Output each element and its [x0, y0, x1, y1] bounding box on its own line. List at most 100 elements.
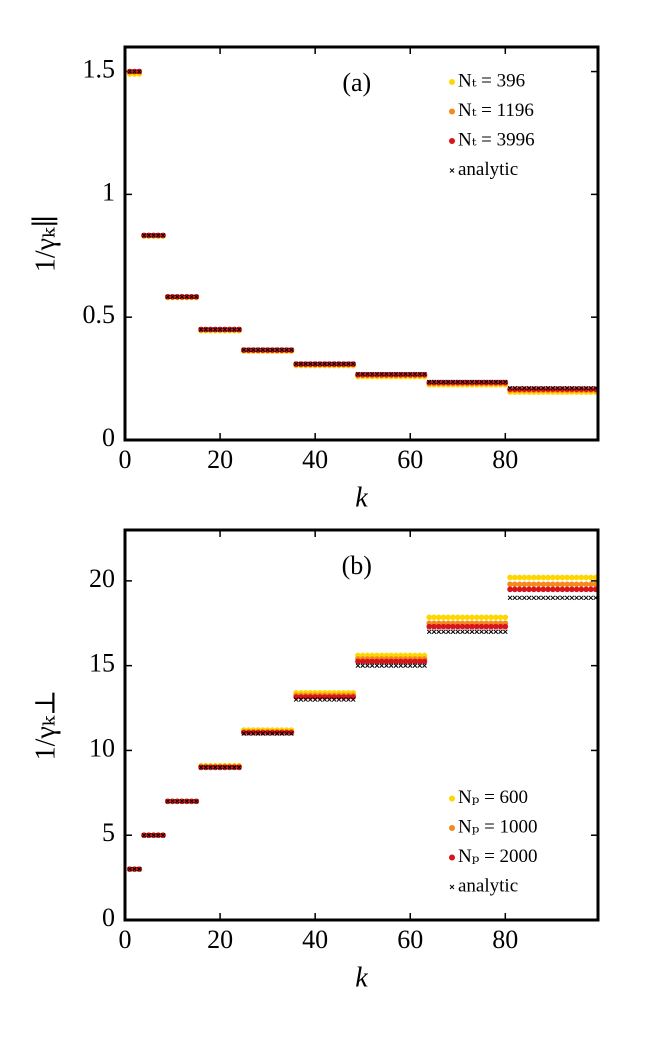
marker — [312, 361, 318, 367]
marker — [526, 385, 532, 391]
marker — [555, 595, 560, 601]
marker — [293, 361, 299, 367]
marker — [488, 623, 494, 630]
marker — [346, 697, 351, 702]
marker — [569, 586, 575, 593]
marker — [141, 233, 147, 238]
marker — [289, 731, 294, 736]
marker — [545, 595, 551, 601]
marker — [516, 586, 523, 593]
marker — [535, 574, 542, 581]
marker — [208, 765, 213, 770]
marker — [516, 581, 523, 588]
marker — [236, 765, 242, 770]
marker — [569, 581, 575, 588]
marker — [369, 663, 375, 669]
marker — [516, 386, 523, 392]
marker — [573, 581, 580, 588]
marker — [279, 347, 285, 353]
y-tick-label: 15 — [89, 649, 115, 678]
marker — [155, 832, 161, 838]
marker — [464, 623, 471, 630]
marker — [265, 731, 270, 736]
panel: 0 20 40 60 80 0 5 10 15 20 (b) k 1/γₖ⊥ Nₚ = 600 Nₚ = 1… — [30, 528, 600, 993]
marker — [536, 385, 541, 391]
marker — [355, 371, 361, 377]
marker — [374, 663, 380, 669]
legend-label: Nₚ = 1000 — [458, 816, 538, 837]
marker — [545, 385, 551, 391]
marker — [436, 629, 442, 635]
legend-label: Nₚ = 2000 — [458, 846, 538, 867]
marker — [521, 581, 528, 588]
marker — [526, 586, 532, 593]
marker — [407, 371, 413, 377]
marker — [336, 361, 342, 367]
y-axis-label: 1/γₖ∥ — [30, 215, 61, 272]
marker — [378, 658, 385, 665]
marker — [217, 327, 223, 332]
marker — [184, 798, 190, 804]
marker — [507, 586, 513, 593]
marker — [203, 327, 209, 332]
legend-marker — [449, 825, 455, 831]
marker — [531, 581, 537, 588]
y-tick-label: 20 — [89, 564, 115, 593]
marker — [284, 347, 289, 353]
marker — [136, 866, 142, 872]
marker — [403, 371, 408, 377]
marker — [569, 385, 575, 391]
marker — [460, 629, 465, 635]
marker — [298, 697, 304, 702]
marker — [246, 347, 251, 353]
marker — [564, 581, 570, 588]
legend-label: Nₚ = 600 — [458, 787, 528, 808]
marker — [170, 294, 175, 300]
marker — [227, 765, 232, 770]
marker — [583, 581, 589, 588]
marker — [431, 623, 437, 630]
marker — [426, 623, 433, 630]
y-tick-label: 1 — [102, 177, 115, 206]
y-tick-label: 5 — [102, 818, 115, 847]
marker — [308, 361, 313, 367]
marker — [426, 379, 432, 385]
marker — [160, 832, 166, 838]
legend-marker — [449, 108, 455, 115]
marker — [250, 729, 257, 736]
marker — [536, 595, 541, 601]
marker — [421, 658, 428, 665]
marker — [327, 361, 332, 367]
marker — [241, 731, 247, 736]
marker — [531, 574, 537, 581]
marker — [383, 658, 390, 665]
marker — [473, 614, 480, 621]
marker — [127, 866, 133, 872]
marker — [331, 697, 337, 702]
marker — [564, 586, 570, 593]
marker — [588, 574, 594, 581]
marker — [478, 623, 485, 630]
marker — [426, 629, 432, 635]
marker — [127, 69, 133, 74]
marker — [578, 586, 585, 593]
marker — [545, 574, 551, 581]
x-tick-label: 60 — [397, 445, 423, 474]
marker — [521, 595, 527, 601]
marker — [460, 379, 465, 385]
marker — [521, 574, 528, 581]
plot-frame — [123, 45, 600, 442]
y-tick-label: 10 — [89, 733, 115, 762]
legend-marker — [449, 884, 455, 890]
marker — [488, 629, 494, 635]
marker — [412, 658, 418, 665]
marker — [274, 731, 280, 736]
marker — [450, 629, 456, 635]
marker — [279, 729, 285, 736]
plot-frame — [123, 528, 600, 922]
marker — [564, 574, 570, 581]
y-tick-label: 0 — [102, 903, 115, 932]
marker — [303, 697, 308, 702]
marker — [336, 697, 342, 702]
marker — [569, 386, 575, 392]
